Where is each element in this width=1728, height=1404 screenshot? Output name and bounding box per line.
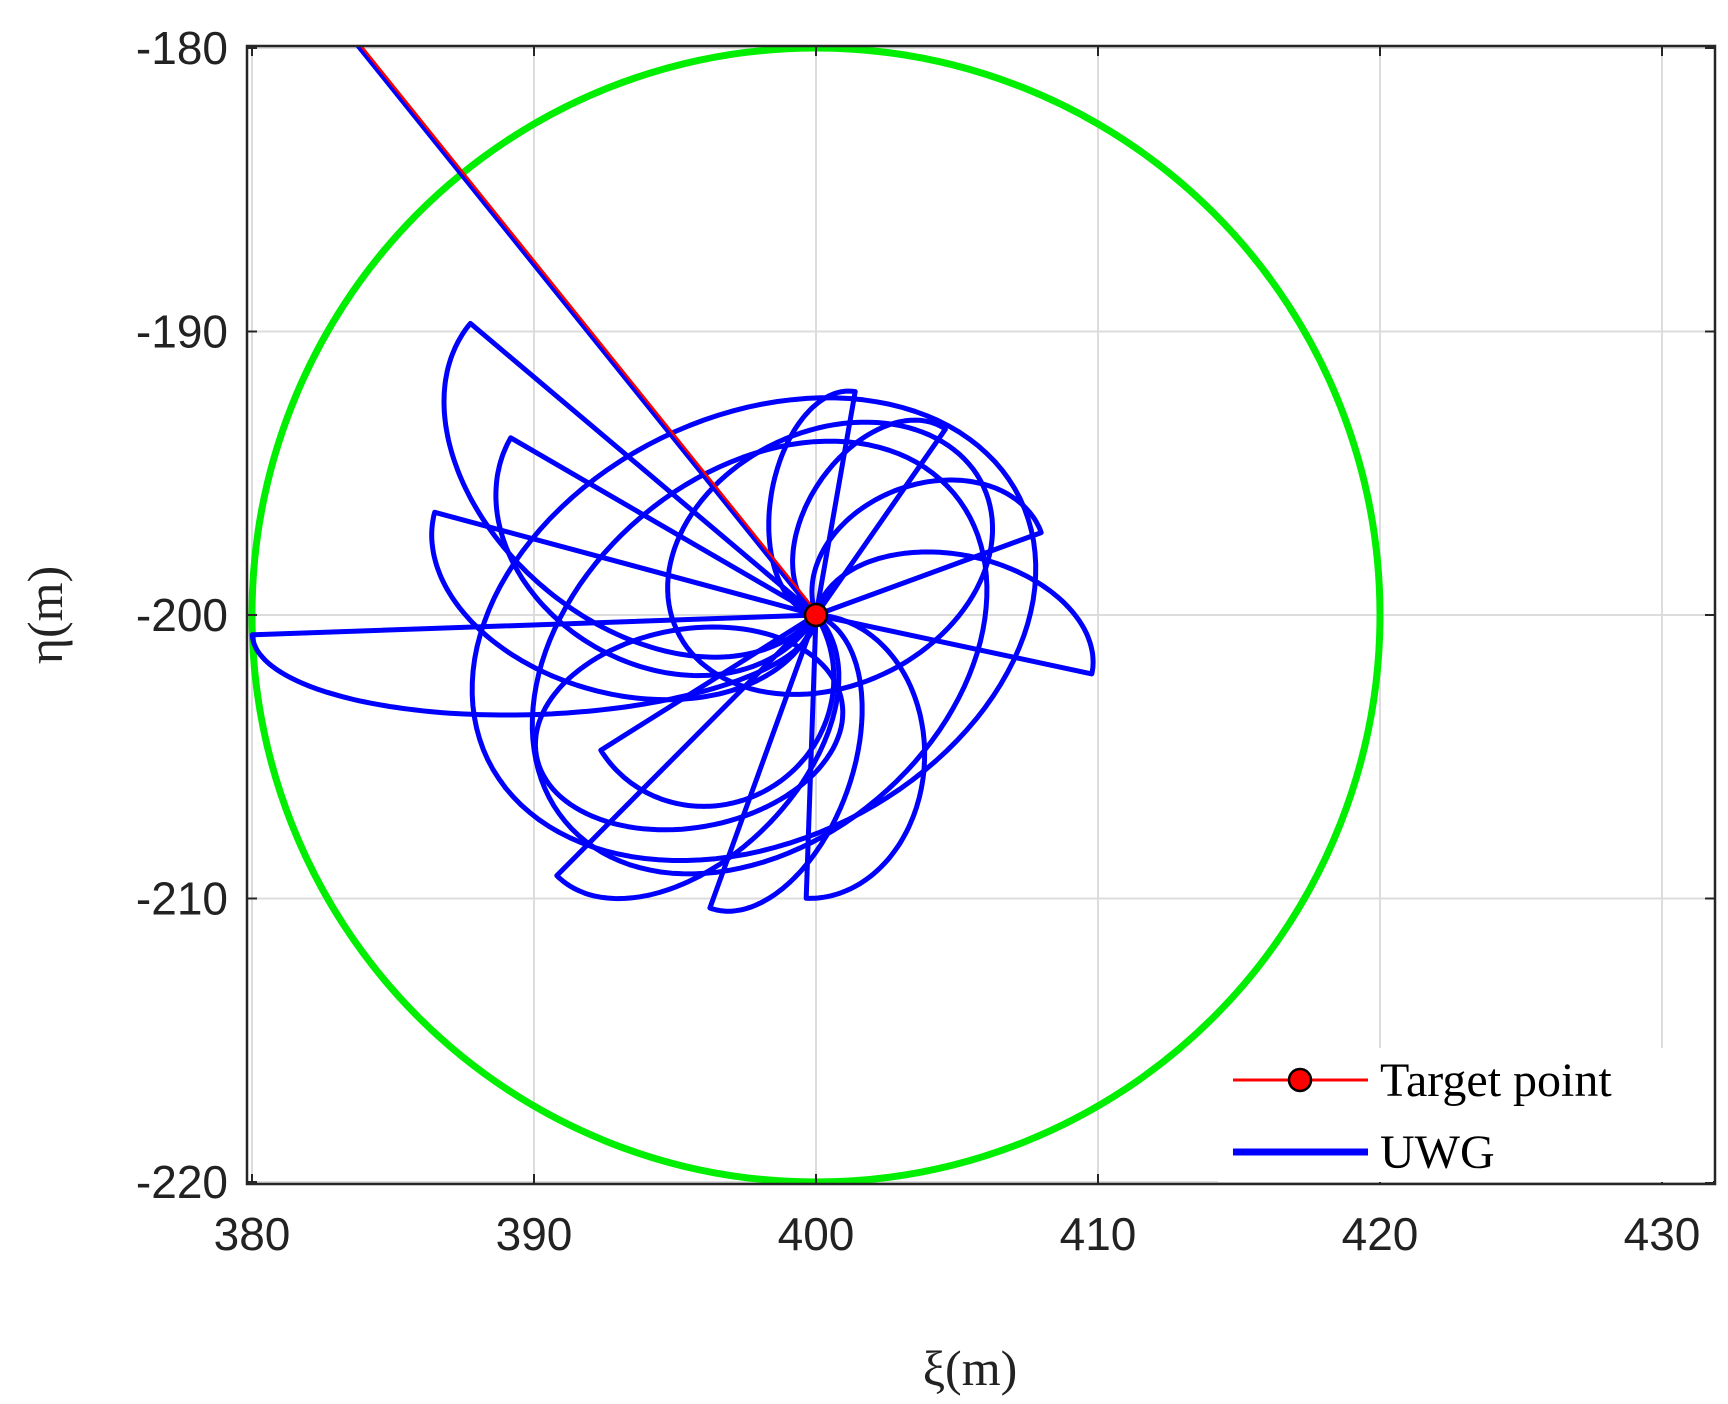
legend-target-label: Target point [1380,1054,1612,1107]
uwg-loop [707,612,865,914]
y-tick-label: -180 [136,22,228,74]
axis-ticks [247,46,1715,1184]
uwg-loop [554,612,842,902]
x-tick-label: 390 [496,1208,573,1260]
y-axis-label: η(m) [17,566,73,664]
target-point-marker [803,602,829,628]
uwg-loop [803,612,928,901]
uwg-loop [429,509,819,703]
y-tick-label: -190 [136,306,228,358]
legend: Target point UWG [1218,1048,1713,1182]
uwg-loop [790,417,948,618]
uwg-loop [532,624,846,833]
uwg-loop [493,435,819,679]
target-approach-path [359,46,820,616]
uwg-loop [469,395,1039,863]
uwg-loop [813,549,1096,677]
y-tick-label: -220 [136,1156,228,1208]
x-tick-label: 430 [1624,1208,1701,1260]
legend-uwg-label: UWG [1380,1126,1495,1179]
x-tick-label: 380 [214,1208,291,1260]
uwg-loop [441,320,819,660]
y-tick-label: -210 [136,873,228,925]
x-tick-label: 400 [778,1208,855,1260]
legend-target-marker [1287,1067,1313,1093]
x-axis-label: ξ(m) [923,1340,1017,1396]
x-tick-label: 420 [1342,1208,1419,1260]
y-tick-label: -200 [136,589,228,641]
x-tick-label: 410 [1060,1208,1137,1260]
uwg-approach-path [355,46,818,617]
uwg-loop [809,477,1044,618]
